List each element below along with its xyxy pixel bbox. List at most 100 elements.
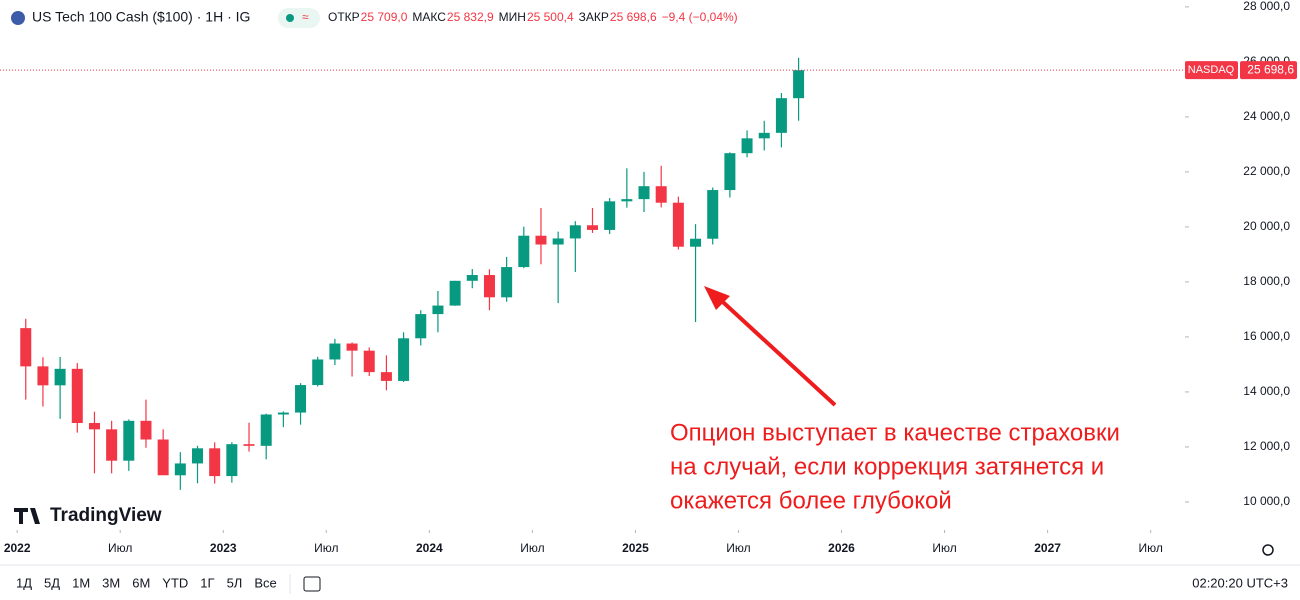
- range-button[interactable]: 6М: [132, 575, 150, 590]
- candle-body: [672, 202, 684, 247]
- candle-body: [483, 275, 495, 298]
- quote-label: ЗАКР: [579, 10, 609, 24]
- symbol[interactable]: US Tech 100 Cash ($100) · 1H · IG: [32, 9, 250, 25]
- candle-body: [741, 138, 753, 154]
- range-button[interactable]: 5Л: [227, 575, 243, 590]
- candle-body: [398, 338, 410, 381]
- candle-body: [243, 444, 255, 446]
- x-tick-label: 2025: [622, 541, 649, 555]
- range-button[interactable]: YTD: [162, 575, 188, 590]
- x-tick-label: Июл: [108, 541, 132, 555]
- last-price-name-box: [1185, 61, 1238, 80]
- flag-icon: [11, 11, 25, 25]
- x-tick-label: Июл: [1138, 541, 1162, 555]
- quote-label: МИН: [499, 10, 526, 24]
- candle-body: [209, 448, 221, 477]
- y-tick-label: 18 000,0: [1243, 274, 1290, 288]
- arrow: [710, 290, 837, 407]
- calendar-icon[interactable]: [303, 576, 321, 592]
- clock: 02:20:20 UTC+3: [1192, 575, 1288, 590]
- candle-body: [380, 372, 392, 381]
- x-tick-label: 2027: [1034, 541, 1061, 555]
- change: −9,4 (−0,04%): [662, 10, 738, 24]
- status-dot: [286, 14, 294, 22]
- y-tick-label: 16 000,0: [1243, 329, 1290, 343]
- candle-body: [569, 225, 581, 239]
- y-tick-label: 12 000,0: [1243, 439, 1290, 453]
- candle-body: [71, 368, 83, 424]
- x-tick-label: Июл: [520, 541, 544, 555]
- last-price-name: NASDAQ: [1188, 64, 1235, 76]
- arrow-head: [704, 286, 730, 310]
- candle-body: [415, 314, 427, 339]
- last-price-label: 25 698,6: [1247, 62, 1294, 76]
- candle-body: [312, 359, 324, 386]
- last-price-box: [1240, 61, 1297, 80]
- range-button[interactable]: 1Д: [16, 575, 32, 590]
- x-tick-label: Июл: [726, 541, 750, 555]
- candle-body: [604, 201, 616, 230]
- candle-body: [54, 368, 66, 386]
- candle-body: [466, 275, 478, 281]
- quote-label: МАКС: [412, 10, 446, 24]
- range-button[interactable]: 3М: [102, 575, 120, 590]
- x-tick-label: Июл: [932, 541, 956, 555]
- quote-value: 25 500,4: [527, 10, 574, 24]
- candle-body: [552, 238, 564, 245]
- candle-body: [775, 98, 787, 133]
- candle-body: [724, 153, 736, 191]
- quote-value: 25 698,6: [610, 10, 657, 24]
- candle-body: [518, 235, 530, 268]
- candle-body: [88, 423, 100, 430]
- x-tick-label: 2026: [828, 541, 855, 555]
- range-button[interactable]: 5Д: [44, 575, 60, 590]
- annotation: на случай, если коррекция затянется и: [670, 453, 1104, 480]
- y-tick-label: 20 000,0: [1243, 219, 1290, 233]
- candle-body: [638, 186, 650, 200]
- candle-body: [793, 70, 805, 99]
- quote-value: 25 709,0: [361, 10, 408, 24]
- candle-body: [346, 343, 358, 351]
- settings-icon[interactable]: [1262, 544, 1274, 556]
- logo-icon: [14, 508, 40, 524]
- y-tick-label: 28 000,0: [1243, 0, 1290, 13]
- candle-body: [277, 412, 289, 415]
- candle-body: [655, 186, 667, 203]
- candle-body: [690, 238, 702, 247]
- quote-value: 25 832,9: [447, 10, 494, 24]
- candle-body: [226, 444, 238, 477]
- logo: TradingView: [50, 505, 162, 526]
- range-button[interactable]: Все: [254, 575, 276, 590]
- annotation: окажется более глубокой: [670, 487, 952, 514]
- status-icon: ≈: [302, 10, 309, 24]
- y-tick-label: 22 000,0: [1243, 164, 1290, 178]
- y-tick-label: 14 000,0: [1243, 384, 1290, 398]
- candle-body: [449, 280, 461, 306]
- quote-label: ОТКР: [328, 10, 360, 24]
- candle-body: [106, 429, 118, 461]
- x-tick-label: 2024: [416, 541, 443, 555]
- candle-body: [20, 328, 32, 367]
- candle-body: [587, 225, 598, 230]
- x-tick-label: 2022: [4, 541, 31, 555]
- range-button[interactable]: 1М: [72, 575, 90, 590]
- y-tick-label: 24 000,0: [1243, 109, 1290, 123]
- y-tick-label: 10 000,0: [1243, 494, 1290, 508]
- candle-body: [535, 235, 547, 245]
- candle-body: [295, 385, 307, 413]
- candle-body: [174, 463, 186, 476]
- candle-body: [758, 132, 770, 139]
- candle-body: [501, 267, 513, 298]
- range-button[interactable]: 1Г: [200, 575, 214, 590]
- candle-body: [621, 199, 633, 202]
- candle-body: [363, 350, 375, 373]
- candle-body: [123, 420, 135, 461]
- candle-body: [329, 343, 341, 360]
- candle-body: [192, 448, 203, 464]
- candle-body: [432, 305, 444, 315]
- candle-body: [140, 420, 152, 440]
- candle-body: [157, 439, 169, 476]
- status-pill: [278, 8, 320, 28]
- candle-body: [37, 366, 49, 386]
